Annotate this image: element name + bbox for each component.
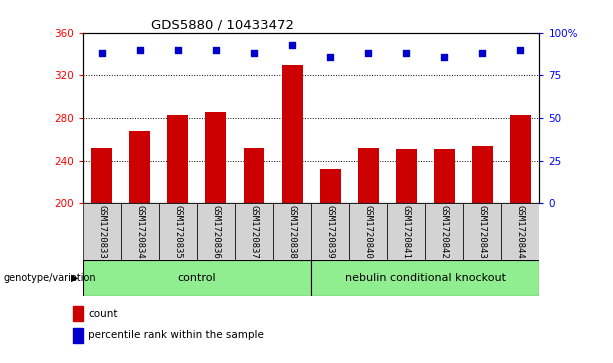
Point xyxy=(478,50,487,56)
Bar xyxy=(311,203,349,260)
Text: GSM1720837: GSM1720837 xyxy=(249,205,259,259)
Point xyxy=(211,47,221,53)
Text: GSM1720841: GSM1720841 xyxy=(402,205,411,259)
Text: GSM1720844: GSM1720844 xyxy=(516,205,525,259)
Text: genotype/variation: genotype/variation xyxy=(3,273,96,283)
Text: GSM1720842: GSM1720842 xyxy=(440,205,449,259)
Bar xyxy=(129,131,150,203)
Bar xyxy=(510,115,531,203)
Bar xyxy=(349,203,387,260)
Bar xyxy=(73,306,83,321)
Bar xyxy=(167,115,188,203)
Text: GSM1720834: GSM1720834 xyxy=(135,205,144,259)
Bar xyxy=(396,149,417,203)
Point xyxy=(287,42,297,48)
Text: GSM1720839: GSM1720839 xyxy=(326,205,335,259)
Bar xyxy=(83,260,311,296)
Point xyxy=(97,50,107,56)
Bar xyxy=(281,65,303,203)
Bar xyxy=(358,148,379,203)
Point xyxy=(249,50,259,56)
Text: percentile rank within the sample: percentile rank within the sample xyxy=(88,330,264,340)
Text: GSM1720840: GSM1720840 xyxy=(364,205,373,259)
Bar xyxy=(434,149,455,203)
Text: ▶: ▶ xyxy=(71,273,78,283)
Bar xyxy=(205,111,226,203)
Text: nebulin conditional knockout: nebulin conditional knockout xyxy=(345,273,506,283)
Bar xyxy=(311,260,539,296)
Point xyxy=(173,47,183,53)
Text: GSM1720835: GSM1720835 xyxy=(173,205,183,259)
Point xyxy=(326,54,335,60)
Text: GSM1720833: GSM1720833 xyxy=(97,205,106,259)
Point xyxy=(440,54,449,60)
Point xyxy=(516,47,525,53)
Bar xyxy=(73,328,83,343)
Bar xyxy=(83,203,121,260)
Bar xyxy=(197,203,235,260)
Text: control: control xyxy=(178,273,216,283)
Bar xyxy=(425,203,463,260)
Bar xyxy=(121,203,159,260)
Bar xyxy=(319,169,341,203)
Text: GDS5880 / 10433472: GDS5880 / 10433472 xyxy=(151,19,294,32)
Bar xyxy=(472,146,493,203)
Text: GSM1720838: GSM1720838 xyxy=(287,205,297,259)
Bar xyxy=(463,203,501,260)
Point xyxy=(364,50,373,56)
Text: count: count xyxy=(88,309,118,319)
Text: GSM1720836: GSM1720836 xyxy=(211,205,221,259)
Bar xyxy=(235,203,273,260)
Bar xyxy=(387,203,425,260)
Point xyxy=(402,50,411,56)
Bar xyxy=(91,148,112,203)
Bar xyxy=(243,148,264,203)
Text: GSM1720843: GSM1720843 xyxy=(478,205,487,259)
Bar xyxy=(273,203,311,260)
Bar xyxy=(501,203,539,260)
Bar xyxy=(159,203,197,260)
Point xyxy=(135,47,145,53)
